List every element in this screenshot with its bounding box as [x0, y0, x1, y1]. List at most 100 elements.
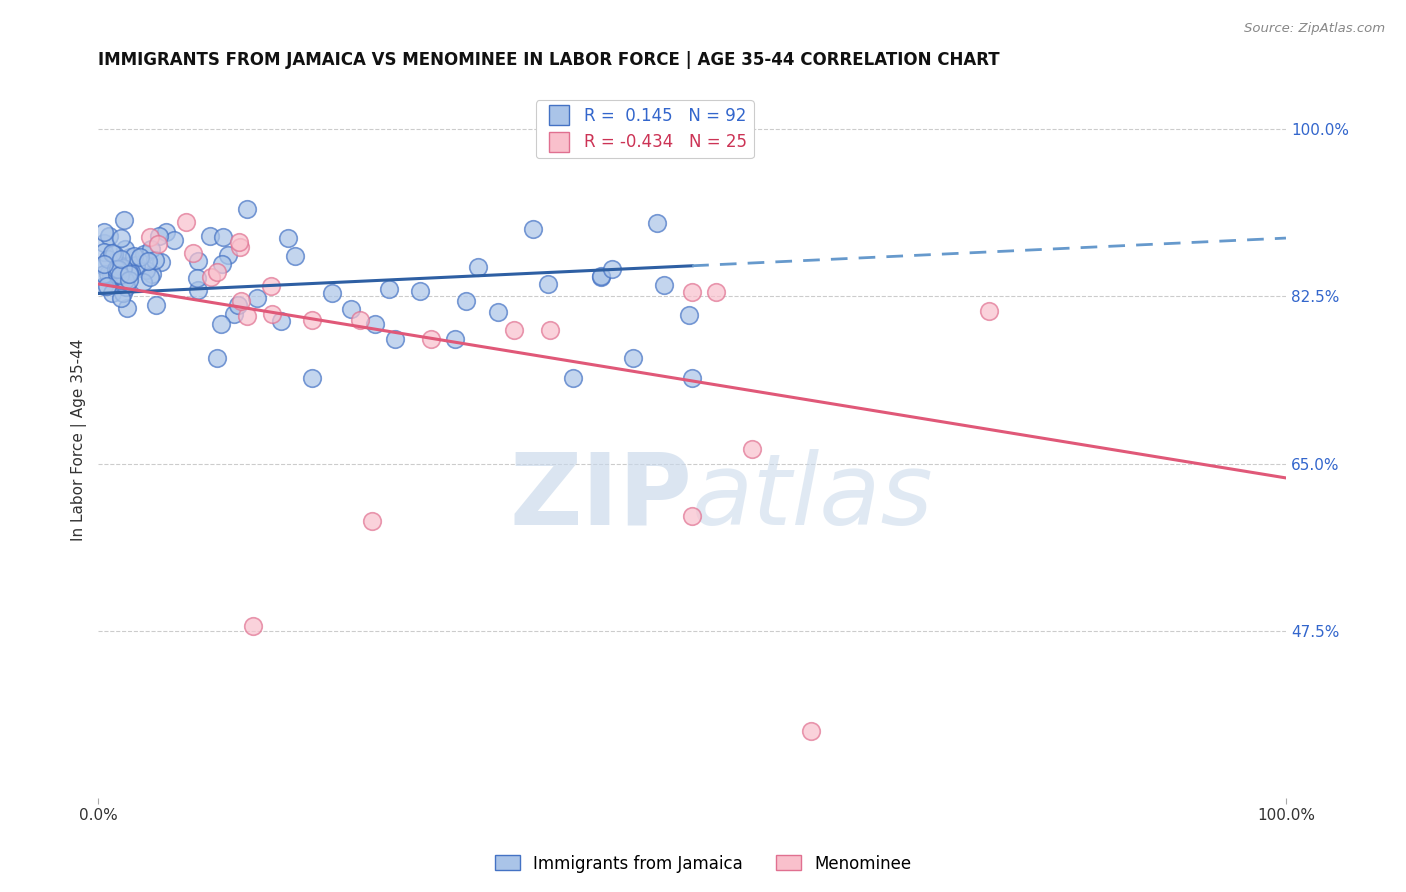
Point — [589, 268, 612, 283]
Point — [93, 257, 115, 271]
Point — [456, 294, 478, 309]
Point — [205, 351, 228, 366]
Point — [93, 235, 115, 250]
Point — [118, 273, 141, 287]
Point — [236, 310, 259, 324]
Point — [96, 278, 118, 293]
Point — [174, 215, 197, 229]
Point — [93, 245, 115, 260]
Text: Source: ZipAtlas.com: Source: ZipAtlas.com — [1244, 22, 1385, 36]
Point — [340, 302, 363, 317]
Point — [93, 225, 115, 239]
Point — [277, 231, 299, 245]
Point — [200, 270, 222, 285]
Point — [681, 509, 703, 524]
Point — [93, 259, 115, 273]
Point — [212, 230, 235, 244]
Point — [187, 253, 209, 268]
Point — [443, 332, 465, 346]
Point — [145, 298, 167, 312]
Point — [93, 279, 115, 293]
Point — [187, 283, 209, 297]
Point — [114, 273, 136, 287]
Point — [503, 323, 526, 337]
Point — [107, 261, 129, 276]
Point — [409, 284, 432, 298]
Point — [800, 724, 823, 739]
Point — [349, 313, 371, 327]
Point — [198, 229, 221, 244]
Point — [125, 259, 148, 273]
Point — [217, 248, 239, 262]
Point — [363, 317, 385, 331]
Point — [681, 370, 703, 384]
Point — [301, 313, 323, 327]
Point — [101, 285, 124, 300]
Point — [384, 332, 406, 346]
Point — [129, 251, 152, 265]
Point — [228, 240, 250, 254]
Point — [97, 267, 120, 281]
Point — [222, 307, 245, 321]
Point — [101, 246, 124, 260]
Point — [977, 303, 1000, 318]
Point — [242, 619, 264, 633]
Point — [467, 260, 489, 275]
Point — [105, 267, 128, 281]
Point — [122, 249, 145, 263]
Point — [97, 252, 120, 266]
Point — [110, 230, 132, 244]
Point — [621, 351, 644, 366]
Point — [260, 307, 283, 321]
Legend: R =  0.145   N = 92, R = -0.434   N = 25: R = 0.145 N = 92, R = -0.434 N = 25 — [536, 101, 754, 158]
Point — [136, 254, 159, 268]
Point — [246, 291, 269, 305]
Point — [537, 277, 560, 291]
Point — [110, 291, 132, 305]
Point — [148, 228, 170, 243]
Point — [600, 262, 623, 277]
Point — [717, 122, 740, 136]
Point — [321, 286, 343, 301]
Text: ZIP: ZIP — [509, 449, 692, 546]
Point — [284, 249, 307, 263]
Text: atlas: atlas — [692, 449, 934, 546]
Point — [132, 275, 155, 289]
Text: IMMIGRANTS FROM JAMAICA VS MENOMINEE IN LABOR FORCE | AGE 35-44 CORRELATION CHAR: IMMIGRANTS FROM JAMAICA VS MENOMINEE IN … — [98, 51, 1000, 69]
Point — [98, 229, 121, 244]
Point — [103, 246, 125, 260]
Point — [236, 202, 259, 216]
Point — [120, 265, 142, 279]
Point — [360, 514, 382, 528]
Point — [143, 252, 166, 267]
Point — [115, 280, 138, 294]
Point — [209, 317, 232, 331]
Point — [678, 309, 700, 323]
Point — [107, 268, 129, 283]
Point — [100, 268, 122, 283]
Point — [183, 246, 205, 260]
Point — [589, 269, 612, 284]
Point — [741, 442, 763, 457]
Point — [205, 265, 228, 279]
Point — [114, 242, 136, 256]
Point — [118, 265, 141, 279]
Y-axis label: In Labor Force | Age 35-44: In Labor Force | Age 35-44 — [72, 339, 87, 541]
Point — [138, 230, 160, 244]
Point — [211, 257, 233, 271]
Point — [141, 267, 163, 281]
Point — [704, 285, 727, 299]
Point — [562, 370, 585, 384]
Point — [229, 294, 252, 309]
Point — [141, 243, 163, 257]
Point — [111, 263, 134, 277]
Point — [135, 262, 157, 277]
Point — [652, 278, 675, 293]
Point — [112, 285, 135, 300]
Point — [138, 270, 160, 285]
Point — [112, 213, 135, 227]
Point — [228, 235, 250, 250]
Point — [486, 305, 509, 319]
Point — [419, 332, 441, 346]
Point — [150, 255, 173, 269]
